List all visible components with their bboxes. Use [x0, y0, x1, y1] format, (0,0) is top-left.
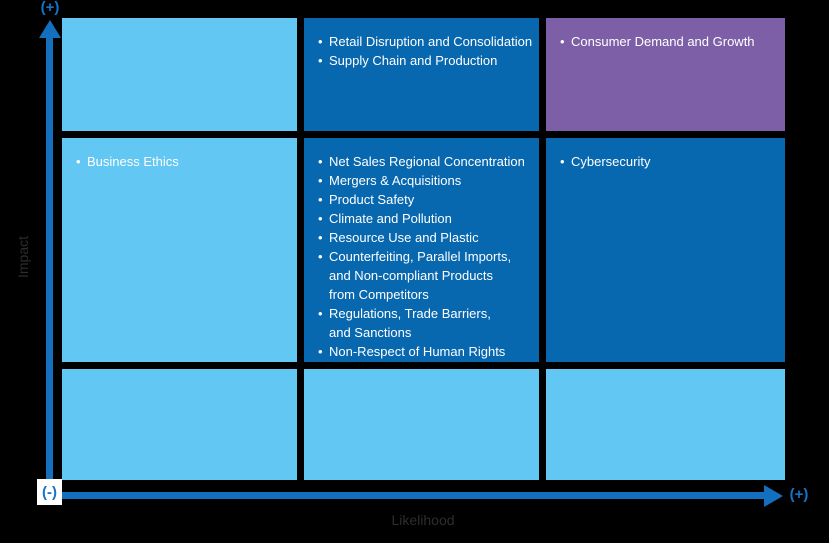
cell-impact-medium-likelihood-medium: Net Sales Regional Concentration Mergers… — [304, 138, 539, 362]
y-axis-title: Impact — [15, 235, 31, 279]
cell-impact-low-likelihood-low — [62, 369, 297, 480]
risk-item: Climate and Pollution — [318, 209, 537, 228]
cell-impact-medium-likelihood-low: Business Ethics — [62, 138, 297, 362]
x-axis-max-label: (+) — [789, 486, 809, 503]
risk-list: Business Ethics — [62, 138, 297, 171]
origin-label: (-) — [42, 483, 57, 501]
x-axis-title: Likelihood — [391, 512, 455, 528]
y-axis-arrowhead-icon — [39, 20, 61, 38]
risk-item: Resource Use and Plastic — [318, 228, 537, 247]
risk-item: Regulations, Trade Barriers, and Sanctio… — [318, 304, 537, 342]
risk-item: Consumer Demand and Growth — [560, 32, 783, 51]
risk-list: Cybersecurity — [546, 138, 785, 171]
origin-label-box: (-) — [37, 479, 62, 505]
risk-list: Retail Disruption and Consolidation Supp… — [304, 18, 539, 70]
risk-list: Consumer Demand and Growth — [546, 18, 785, 51]
cell-impact-low-likelihood-high — [546, 369, 785, 480]
cell-impact-low-likelihood-medium — [304, 369, 539, 480]
x-axis-arrowhead-icon — [764, 485, 783, 507]
matrix-grid: Retail Disruption and Consolidation Supp… — [62, 18, 785, 480]
risk-item: Counterfeiting, Parallel Imports, and No… — [318, 247, 537, 304]
y-axis-line — [46, 36, 53, 479]
risk-item: Business Ethics — [76, 152, 295, 171]
risk-item: Net Sales Regional Concentration — [318, 152, 537, 171]
cell-impact-medium-likelihood-high: Cybersecurity — [546, 138, 785, 362]
cell-impact-high-likelihood-high: Consumer Demand and Growth — [546, 18, 785, 131]
risk-item: Cybersecurity — [560, 152, 783, 171]
y-axis-max-label: (+) — [40, 0, 60, 16]
risk-item: Supply Chain and Production — [318, 51, 537, 70]
risk-item: Non-Respect of Human Rights — [318, 342, 537, 361]
cell-impact-high-likelihood-low — [62, 18, 297, 131]
risk-item: Retail Disruption and Consolidation — [318, 32, 537, 51]
risk-item: Mergers & Acquisitions — [318, 171, 537, 190]
cell-impact-high-likelihood-medium: Retail Disruption and Consolidation Supp… — [304, 18, 539, 131]
risk-item: Product Safety — [318, 190, 537, 209]
x-axis-line — [62, 492, 765, 499]
risk-list: Net Sales Regional Concentration Mergers… — [304, 138, 539, 361]
